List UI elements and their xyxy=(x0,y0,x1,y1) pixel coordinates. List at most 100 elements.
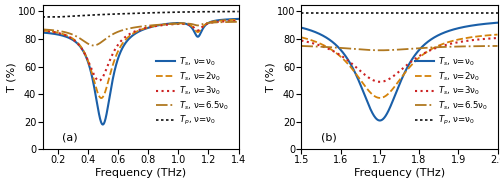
$T_s$, ν=2ν$_0$ xyxy=(194,31,200,33)
$T_p$, ν=ν$_0$ xyxy=(378,12,384,14)
$T_s$, ν=6.5ν$_0$ xyxy=(385,49,391,51)
$T_s$, ν=3ν$_0$ xyxy=(452,42,458,44)
$T_s$, ν=3ν$_0$ xyxy=(230,20,236,22)
$T_s$, ν=3ν$_0$ xyxy=(96,80,102,82)
$T_s$, ν=6.5ν$_0$ xyxy=(433,46,439,48)
$T_s$, ν=3ν$_0$ xyxy=(135,29,141,31)
Text: (a): (a) xyxy=(62,132,78,143)
Line: $T_p$, ν=ν$_0$: $T_p$, ν=ν$_0$ xyxy=(42,12,238,17)
$T_s$, ν=3ν$_0$ xyxy=(433,47,439,49)
$T_s$, ν=ν$_0$ xyxy=(494,22,500,24)
$T_s$, ν=6.5ν$_0$ xyxy=(40,28,46,31)
$T_s$, ν=2ν$_0$ xyxy=(135,30,141,32)
$T_s$, ν=2ν$_0$ xyxy=(230,19,236,21)
$T_p$, ν=ν$_0$ xyxy=(318,12,324,14)
$T_s$, ν=ν$_0$ xyxy=(377,119,383,122)
$T_p$, ν=ν$_0$ xyxy=(455,12,461,14)
$T_p$, ν=ν$_0$ xyxy=(494,12,500,14)
$T_s$, ν=6.5ν$_0$ xyxy=(130,27,136,29)
$T_s$, ν=6.5ν$_0$ xyxy=(298,45,304,47)
$T_s$, ν=2ν$_0$ xyxy=(452,39,458,42)
$T_p$, ν=ν$_0$ xyxy=(135,12,141,14)
$T_s$, ν=3ν$_0$ xyxy=(455,41,461,43)
$T_s$, ν=6.5ν$_0$ xyxy=(50,29,56,31)
$T_s$, ν=3ν$_0$ xyxy=(494,37,500,39)
$T_p$, ν=ν$_0$ xyxy=(385,12,391,14)
$T_s$, ν=6.5ν$_0$ xyxy=(194,24,200,27)
$T_s$, ν=ν$_0$ xyxy=(378,119,384,122)
$T_s$, ν=2ν$_0$ xyxy=(130,33,136,35)
$T_s$, ν=3ν$_0$ xyxy=(130,31,136,33)
$T_s$, ν=3ν$_0$ xyxy=(378,81,384,83)
$T_s$, ν=6.5ν$_0$ xyxy=(230,21,236,23)
$T_s$, ν=3ν$_0$ xyxy=(385,79,391,81)
$T_s$, ν=ν$_0$ xyxy=(230,18,236,20)
Line: $T_s$, ν=ν$_0$: $T_s$, ν=ν$_0$ xyxy=(302,23,498,121)
$T_s$, ν=ν$_0$ xyxy=(455,27,461,29)
$T_s$, ν=6.5ν$_0$ xyxy=(378,49,384,51)
$T_s$, ν=2ν$_0$ xyxy=(40,29,46,32)
$T_s$, ν=3ν$_0$ xyxy=(236,20,242,22)
$T_s$, ν=ν$_0$ xyxy=(298,27,304,29)
$T_s$, ν=6.5ν$_0$ xyxy=(90,44,96,46)
$T_s$, ν=6.5ν$_0$ xyxy=(230,21,236,23)
$T_s$, ν=2ν$_0$ xyxy=(298,36,304,38)
$T_s$, ν=3ν$_0$ xyxy=(194,29,200,31)
$T_s$, ν=ν$_0$ xyxy=(50,33,56,35)
$T_p$, ν=ν$_0$ xyxy=(452,12,458,14)
$T_s$, ν=ν$_0$ xyxy=(130,34,136,36)
$T_s$, ν=ν$_0$ xyxy=(100,123,106,126)
Line: $T_s$, ν=6.5ν$_0$: $T_s$, ν=6.5ν$_0$ xyxy=(302,46,498,50)
$T_s$, ν=ν$_0$ xyxy=(40,31,46,34)
Legend: $T_s$, ν=ν$_0$, $T_s$, ν=2ν$_0$, $T_s$, ν=3ν$_0$, $T_s$, ν=6.5ν$_0$, $T_p$, ν=ν$: $T_s$, ν=ν$_0$, $T_s$, ν=2ν$_0$, $T_s$, … xyxy=(412,52,491,131)
$T_s$, ν=2ν$_0$ xyxy=(385,93,391,95)
Y-axis label: T (%): T (%) xyxy=(266,62,276,92)
$T_s$, ν=ν$_0$ xyxy=(135,31,141,33)
Y-axis label: T (%): T (%) xyxy=(6,62,16,92)
$T_s$, ν=3ν$_0$ xyxy=(230,20,236,22)
$T_s$, ν=6.5ν$_0$ xyxy=(452,46,458,48)
Line: $T_s$, ν=ν$_0$: $T_s$, ν=ν$_0$ xyxy=(42,19,238,124)
$T_s$, ν=2ν$_0$ xyxy=(494,33,500,36)
$T_s$, ν=6.5ν$_0$ xyxy=(494,45,500,47)
$T_s$, ν=2ν$_0$ xyxy=(378,97,384,99)
$T_s$, ν=2ν$_0$ xyxy=(455,38,461,41)
$T_s$, ν=ν$_0$ xyxy=(318,34,324,36)
$T_p$, ν=ν$_0$ xyxy=(236,10,242,13)
$T_s$, ν=3ν$_0$ xyxy=(50,31,56,33)
$T_s$, ν=ν$_0$ xyxy=(236,18,242,20)
X-axis label: Frequency (THz): Frequency (THz) xyxy=(354,168,445,178)
$T_s$, ν=ν$_0$ xyxy=(385,111,391,113)
$T_s$, ν=ν$_0$ xyxy=(194,35,200,38)
$T_s$, ν=3ν$_0$ xyxy=(318,45,324,47)
$T_s$, ν=2ν$_0$ xyxy=(377,97,383,99)
X-axis label: Frequency (THz): Frequency (THz) xyxy=(95,168,186,178)
$T_s$, ν=ν$_0$ xyxy=(433,35,439,37)
$T_s$, ν=6.5ν$_0$ xyxy=(378,49,384,51)
Line: $T_s$, ν=2ν$_0$: $T_s$, ν=2ν$_0$ xyxy=(42,20,238,98)
Line: $T_s$, ν=2ν$_0$: $T_s$, ν=2ν$_0$ xyxy=(302,35,498,98)
$T_p$, ν=ν$_0$ xyxy=(130,12,136,14)
$T_s$, ν=6.5ν$_0$ xyxy=(236,21,242,23)
Legend: $T_s$, ν=ν$_0$, $T_s$, ν=2ν$_0$, $T_s$, ν=3ν$_0$, $T_s$, ν=6.5ν$_0$, $T_p$, ν=ν$: $T_s$, ν=ν$_0$, $T_s$, ν=2ν$_0$, $T_s$, … xyxy=(153,52,232,131)
$T_s$, ν=ν$_0$ xyxy=(230,18,236,20)
$T_s$, ν=3ν$_0$ xyxy=(298,40,304,42)
$T_s$, ν=6.5ν$_0$ xyxy=(455,45,461,48)
$T_p$, ν=ν$_0$ xyxy=(298,12,304,14)
$T_s$, ν=2ν$_0$ xyxy=(433,46,439,48)
$T_s$, ν=ν$_0$ xyxy=(452,28,458,30)
Line: $T_s$, ν=6.5ν$_0$: $T_s$, ν=6.5ν$_0$ xyxy=(42,22,238,45)
Text: (b): (b) xyxy=(321,132,336,143)
$T_p$, ν=ν$_0$ xyxy=(40,16,46,18)
$T_s$, ν=2ν$_0$ xyxy=(98,97,104,99)
$T_s$, ν=2ν$_0$ xyxy=(230,19,236,21)
Line: $T_s$, ν=3ν$_0$: $T_s$, ν=3ν$_0$ xyxy=(302,38,498,82)
$T_s$, ν=3ν$_0$ xyxy=(377,81,383,83)
$T_s$, ν=2ν$_0$ xyxy=(318,43,324,45)
$T_p$, ν=ν$_0$ xyxy=(230,10,236,13)
$T_s$, ν=6.5ν$_0$ xyxy=(318,46,324,48)
$T_p$, ν=ν$_0$ xyxy=(194,11,200,13)
Line: $T_s$, ν=3ν$_0$: $T_s$, ν=3ν$_0$ xyxy=(42,21,238,81)
$T_p$, ν=ν$_0$ xyxy=(433,12,439,14)
$T_s$, ν=2ν$_0$ xyxy=(50,31,56,33)
